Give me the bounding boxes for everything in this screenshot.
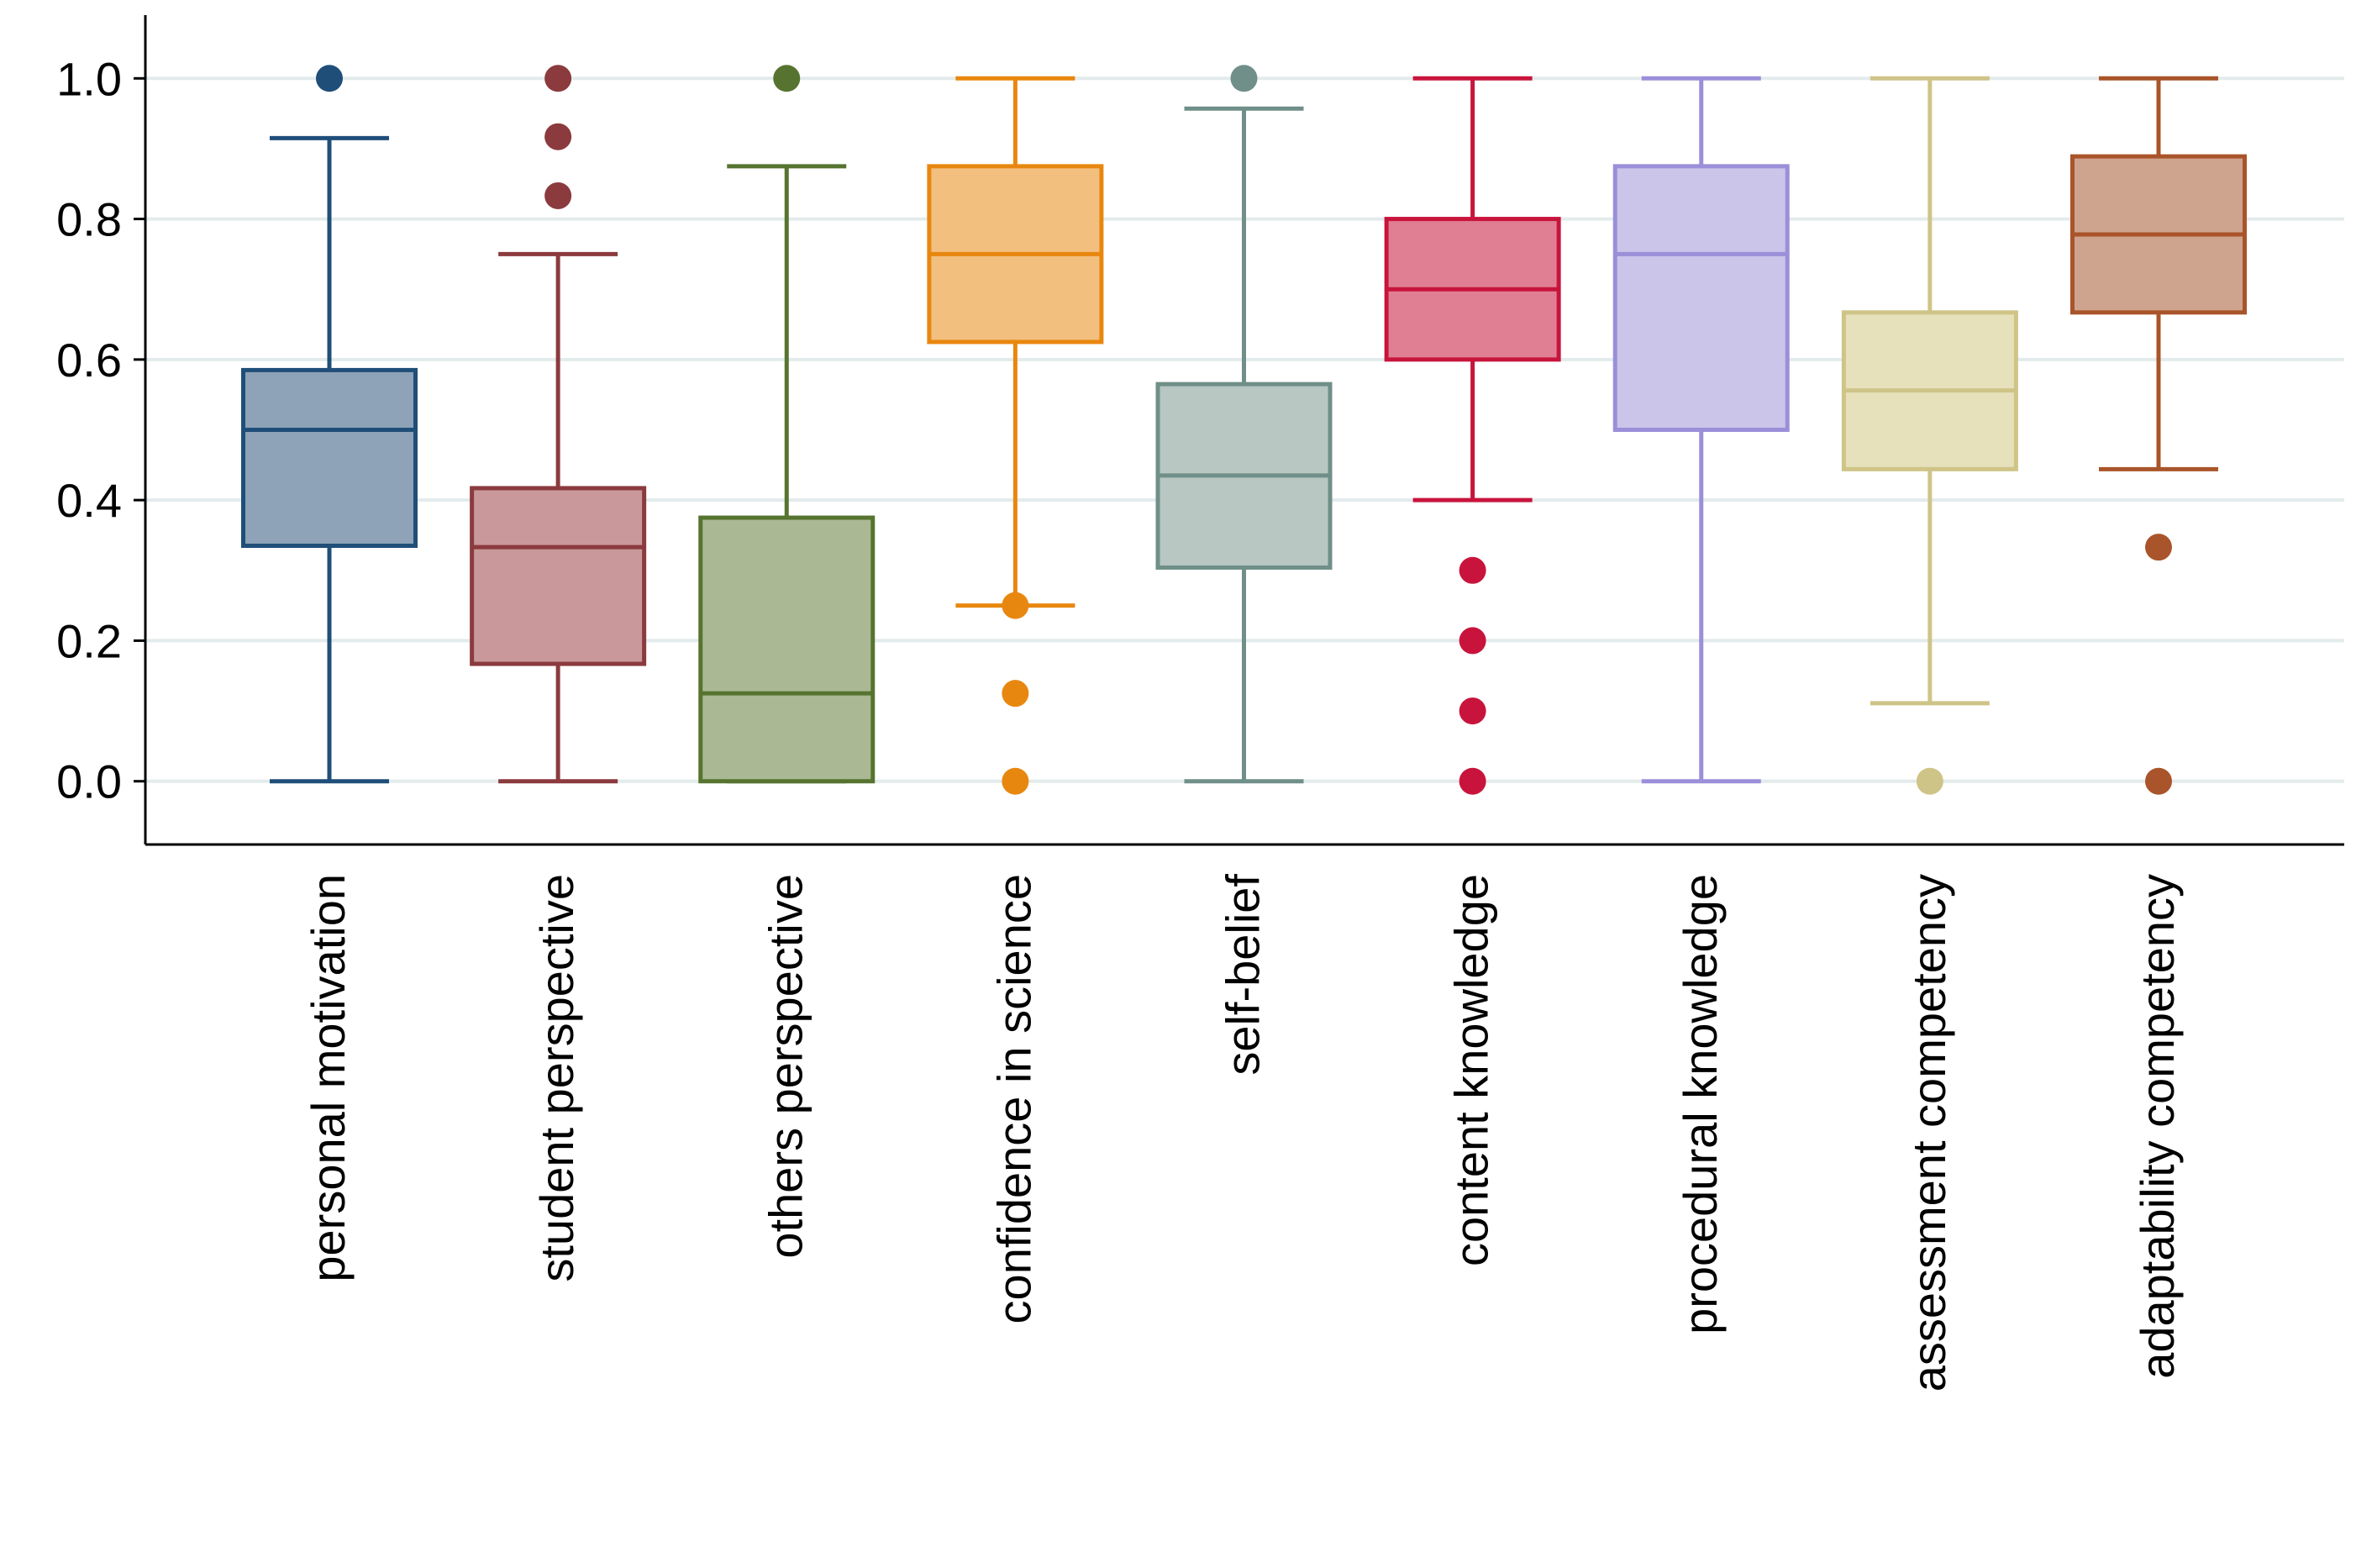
- outlier-point: [544, 65, 572, 92]
- iqr-box: [698, 515, 876, 784]
- category-label: others perspective: [759, 874, 812, 1259]
- category-label: assessment competency: [1902, 874, 1955, 1392]
- outlier-point: [1459, 767, 1486, 795]
- iqr-box: [241, 367, 418, 549]
- category-label: self-belief: [1217, 874, 1270, 1076]
- y-tick-label: 0.2: [56, 614, 122, 667]
- outlier-point: [1002, 592, 1029, 619]
- outlier-point: [544, 182, 572, 209]
- box-group: [241, 65, 418, 784]
- category-labels: personal motivation student perspective ot…: [302, 874, 2184, 1392]
- outlier-point: [1459, 627, 1486, 655]
- category-label: adaptability competency: [2131, 874, 2184, 1379]
- outlier-point: [1230, 65, 1258, 92]
- outlier-point: [1459, 697, 1486, 725]
- category-label: student perspective: [530, 874, 583, 1282]
- y-tick-label: 0.0: [56, 755, 122, 808]
- iqr-box: [1612, 164, 1790, 432]
- box-group: [1155, 65, 1333, 784]
- outlier-point: [2145, 534, 2172, 561]
- y-tick-label: 0.8: [56, 193, 122, 246]
- box-group: [1384, 76, 1561, 795]
- box-group: [1612, 76, 1790, 784]
- axes: 0.0 0.2 0.4 0.6 0.8 1.0: [56, 15, 2344, 846]
- outlier-point: [316, 65, 343, 92]
- y-tick-label: 0.6: [56, 334, 122, 387]
- y-tick-label: 0.4: [56, 474, 122, 527]
- outlier-point: [1459, 556, 1486, 584]
- box-group: [470, 65, 647, 784]
- boxes: [241, 65, 2247, 795]
- outlier-point: [1002, 680, 1029, 708]
- iqr-box: [470, 486, 647, 666]
- outlier-point: [544, 123, 572, 150]
- category-label: content knowledge: [1445, 874, 1498, 1266]
- outlier-point: [2145, 767, 2172, 795]
- category-label: personal motivation: [302, 874, 355, 1282]
- category-label: procedural knowledge: [1674, 874, 1727, 1334]
- box-group: [1841, 76, 2018, 795]
- category-label: confidence in science: [987, 874, 1040, 1323]
- outlier-point: [773, 65, 801, 92]
- outlier-point: [1916, 767, 1943, 795]
- box-group: [927, 76, 1104, 795]
- y-tick-label: 1.0: [56, 52, 122, 105]
- box-group: [2070, 76, 2247, 795]
- outlier-point: [1002, 767, 1029, 795]
- box-group: [698, 65, 876, 784]
